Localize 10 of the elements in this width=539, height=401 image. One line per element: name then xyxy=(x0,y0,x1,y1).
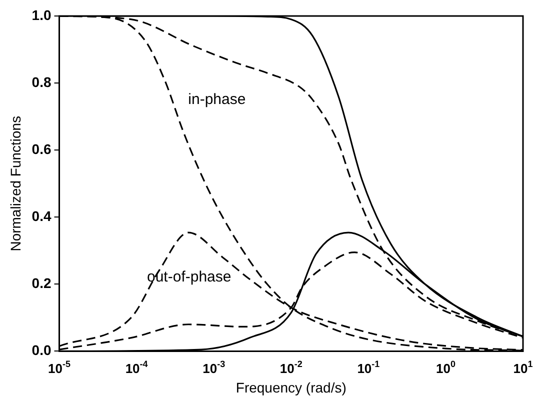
y-tick-label: 0.4 xyxy=(32,208,52,224)
annotation: in-phase xyxy=(188,90,246,108)
y-tick-label: 0.2 xyxy=(32,275,52,292)
y-tick-label: 0.0 xyxy=(32,342,52,358)
y-tick-label: 1.0 xyxy=(32,6,52,23)
annotation: out-of-phase xyxy=(146,268,232,286)
x-axis-title: Frequency (rad/s) xyxy=(236,379,346,396)
y-tick-label: 0.6 xyxy=(32,140,52,157)
y-axis-title: Normalized Functions xyxy=(7,116,24,252)
y-tick-label: 0.8 xyxy=(32,74,52,90)
